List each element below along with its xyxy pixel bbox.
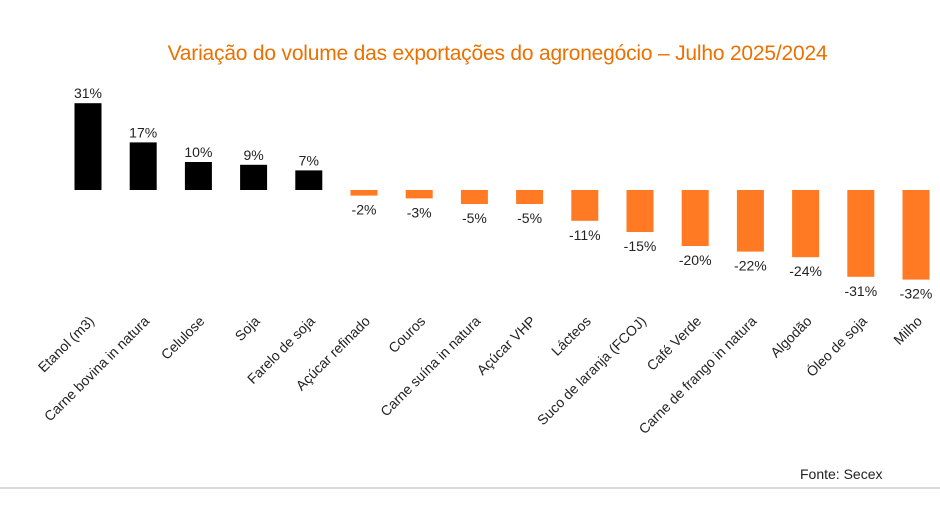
value-label-farelo-de-soja: 7%: [299, 152, 319, 168]
category-label-carne-suina-in-natura: Carne suína in natura: [377, 313, 484, 420]
bar-celulose: [184, 162, 212, 190]
category-label-milho: Milho: [890, 313, 925, 348]
bar-oleo-de-soja: [847, 190, 875, 277]
value-label-acucar-vhp: -5%: [517, 210, 542, 226]
bar-cafe-verde: [681, 190, 709, 246]
category-label-couros: Couros: [385, 313, 428, 356]
bar-carne-bovina-in-natura: [129, 142, 157, 190]
category-label-soja: Soja: [232, 313, 263, 344]
category-label-acucar-vhp: Açúcar VHP: [473, 313, 538, 378]
bar-milho: [902, 190, 930, 280]
bar-algodao: [792, 190, 820, 258]
category-label-carne-bovina-in-natura: Carne bovina in natura: [41, 313, 153, 425]
value-label-lacteos: -11%: [569, 227, 601, 243]
value-label-soja: 9%: [243, 147, 263, 163]
chart-title: Variação do volume das exportações do ag…: [167, 42, 828, 65]
value-label-cafe-verde: -20%: [679, 252, 712, 268]
value-label-celulose: 10%: [184, 144, 212, 160]
bar-suco-de-laranja-fcoj: [626, 190, 654, 232]
bar-chart: 31% 17% 10% 9% 7% -2% -3% -5% -5% -11% -15% -20% -22…: [35, 85, 933, 437]
value-label-suco-de-laranja-fcoj: -15%: [624, 238, 657, 254]
value-label-milho: -32%: [900, 286, 933, 302]
bar-soja: [240, 164, 268, 190]
bar-carne-suina-in-natura: [460, 190, 488, 204]
value-label-carne-suina-in-natura: -5%: [462, 210, 487, 226]
bar-farelo-de-soja: [295, 170, 323, 190]
source-note: Fonte: Secex: [800, 466, 883, 482]
bar-carne-de-frango-in-natura: [736, 190, 764, 252]
bar-lacteos: [571, 190, 599, 221]
category-labels-group: Etanol (m3)Carne bovina in natura Celulos…: [35, 313, 926, 437]
value-label-etanol-m3: 31%: [74, 85, 102, 101]
value-label-oleo-de-soja: -31%: [844, 283, 877, 299]
bar-couros: [405, 190, 433, 199]
bar-acucar-refinado: [350, 190, 378, 196]
bottom-divider: [0, 487, 940, 489]
value-label-algodao: -24%: [789, 263, 822, 279]
bar-acucar-vhp: [516, 190, 544, 204]
value-label-carne-de-frango-in-natura: -22%: [734, 258, 767, 274]
category-label-carne-de-frango-in-natura: Carne de frango in natura: [635, 313, 759, 437]
value-label-carne-bovina-in-natura: 17%: [129, 124, 157, 140]
category-label-algodao: Algodão: [767, 313, 815, 361]
value-labels-group: 31% 17% 10% 9% 7% -2% -3% -5% -5% -11% -15% -20% -22…: [74, 85, 932, 301]
bars-group: [74, 103, 930, 280]
category-label-suco-de-laranja-fcoj: Suco de laranja (FCOJ): [534, 313, 649, 428]
category-label-lacteos: Lácteos: [548, 313, 594, 359]
value-label-acucar-refinado: -2%: [352, 202, 377, 218]
bar-etanol-m3: [74, 103, 102, 190]
category-label-celulose: Celulose: [158, 313, 208, 363]
value-label-couros: -3%: [407, 204, 432, 220]
